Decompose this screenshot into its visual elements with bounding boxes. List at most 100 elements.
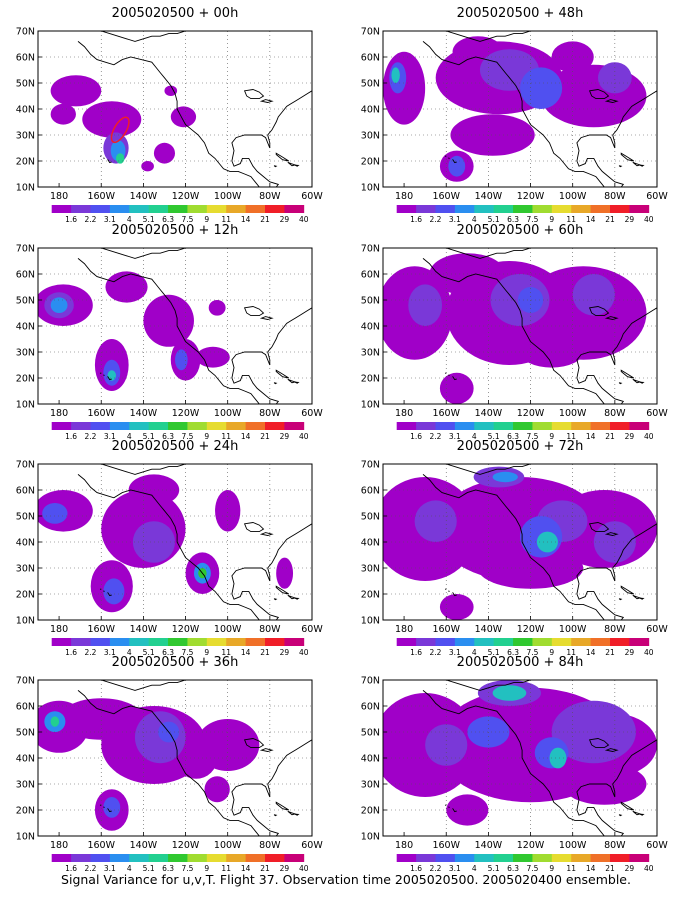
gridlines — [383, 31, 657, 187]
colorbar-swatch — [590, 638, 611, 646]
colorbar-swatch — [532, 638, 553, 646]
variance-contour — [276, 557, 294, 589]
gridlines — [383, 680, 657, 836]
colorbar-swatch — [396, 422, 417, 430]
colorbar-label: 14 — [586, 864, 596, 873]
lat-tick-label: 30N — [16, 564, 35, 575]
lon-tick-label: 60W — [301, 408, 323, 419]
variance-contour — [82, 101, 142, 138]
colorbar-swatch — [51, 422, 72, 430]
lon-tick-label: 120W — [172, 840, 200, 851]
colorbar-label: 21 — [605, 864, 615, 873]
colorbar: 1.6 2.2 3.1 4 5.1 6.3 7.5 9 11 14 21 29 40 — [396, 422, 654, 441]
lat-tick-label: 70N — [16, 244, 35, 255]
colorbar-swatch — [396, 638, 417, 646]
colorbar-swatch — [493, 422, 514, 430]
colorbar-label: 5.1 — [488, 864, 500, 873]
colorbar-label: 2.2 — [85, 864, 97, 873]
variance-contour — [391, 67, 400, 83]
colorbar-label: 11 — [221, 215, 231, 224]
lon-tick-label: 140W — [475, 191, 503, 202]
colorbar-swatch — [551, 854, 572, 862]
gridlines — [38, 248, 312, 404]
variance-contour — [153, 142, 175, 164]
colorbar-label: 40 — [299, 215, 309, 224]
variance-field — [38, 271, 230, 391]
colorbar-label: 4 — [472, 648, 477, 657]
colorbar: 1.6 2.2 3.1 4 5.1 6.3 7.5 9 11 14 21 29 40 — [396, 854, 654, 873]
colorbar-label: 5.1 — [143, 864, 155, 873]
colorbar-label: 9 — [204, 864, 209, 873]
colorbar-swatch — [571, 422, 592, 430]
colorbar-swatch — [206, 854, 227, 862]
lat-tick-label: 30N — [16, 131, 35, 142]
colorbar-label: 4 — [472, 432, 477, 441]
colorbar-label: 1.6 — [65, 648, 77, 657]
variance-contour — [50, 297, 68, 313]
lon-tick-label: 80W — [604, 840, 626, 851]
variance-contour — [105, 271, 148, 303]
gridlines — [38, 31, 312, 187]
lat-tick-label: 50N — [361, 296, 380, 307]
colorbar-swatch — [245, 854, 266, 862]
colorbar-swatch — [532, 854, 553, 862]
gridlines — [383, 464, 657, 620]
colorbar-label: 4 — [127, 432, 132, 441]
colorbar-label: 11 — [221, 864, 231, 873]
variance-field — [383, 36, 647, 182]
colorbar-label: 7.5 — [181, 432, 193, 441]
coastline — [77, 248, 312, 404]
lat-tick-label: 30N — [16, 348, 35, 359]
colorbar-swatch — [187, 638, 208, 646]
colorbar-label: 14 — [241, 215, 251, 224]
colorbar-swatch — [90, 205, 111, 213]
colorbar-swatch — [206, 205, 227, 213]
colorbar-swatch — [590, 422, 611, 430]
lat-tick-label: 40N — [16, 322, 35, 333]
colorbar-label: 3.1 — [104, 215, 116, 224]
colorbar: 1.6 2.2 3.1 4 5.1 6.3 7.5 9 11 14 21 29 40 — [51, 854, 309, 873]
colorbar-label: 40 — [299, 648, 309, 657]
lat-tick-label: 70N — [361, 27, 380, 38]
lat-tick-label: 70N — [361, 460, 380, 471]
variance-contour — [204, 776, 230, 803]
lon-tick-label: 100W — [214, 191, 242, 202]
colorbar-swatch — [71, 638, 91, 646]
colorbar-swatch — [609, 854, 630, 862]
lon-tick-label: 60W — [301, 191, 323, 202]
lat-tick-label: 30N — [361, 780, 380, 791]
variance-map: 70N 60N 50N 40N 30N 20N 10N 180 160W 140W 120W 100W… — [16, 27, 324, 224]
lat-tick-label: 30N — [361, 131, 380, 142]
colorbar-swatch — [629, 854, 650, 862]
lon-tick-label: 140W — [475, 624, 503, 635]
variance-map: 70N 60N 50N 40N 30N 20N 10N 180 160W 140W 120W 100W… — [361, 244, 669, 441]
colorbar-label: 4 — [127, 864, 132, 873]
colorbar-label: 14 — [241, 432, 251, 441]
colorbar-swatch — [532, 205, 553, 213]
variance-contour — [597, 62, 632, 94]
lon-tick-label: 60W — [301, 840, 323, 851]
colorbar-label: 2.2 — [430, 648, 442, 657]
lon-tick-label: 60W — [646, 408, 668, 419]
lon-tick-label: 80W — [259, 624, 281, 635]
colorbar-label: 40 — [299, 432, 309, 441]
colorbar-swatch — [51, 205, 72, 213]
colorbar-label: 21 — [605, 215, 615, 224]
colorbar-swatch — [609, 638, 630, 646]
colorbar-label: 4 — [127, 215, 132, 224]
colorbar-label: 2.2 — [85, 648, 97, 657]
colorbar-swatch — [284, 205, 305, 213]
lon-tick-label: 80W — [604, 624, 626, 635]
colorbar-swatch — [435, 854, 456, 862]
colorbar-swatch — [493, 638, 514, 646]
colorbar-label: 29 — [280, 864, 290, 873]
colorbar-label: 14 — [241, 864, 251, 873]
variance-contour — [383, 51, 426, 125]
lon-tick-label: 60W — [646, 191, 668, 202]
colorbar-label: 2.2 — [85, 432, 97, 441]
lon-tick-label: 140W — [130, 840, 158, 851]
lon-tick-label: 160W — [87, 191, 115, 202]
variance-contour — [549, 747, 567, 769]
colorbar-label: 40 — [644, 215, 654, 224]
colorbar-label: 29 — [625, 648, 635, 657]
